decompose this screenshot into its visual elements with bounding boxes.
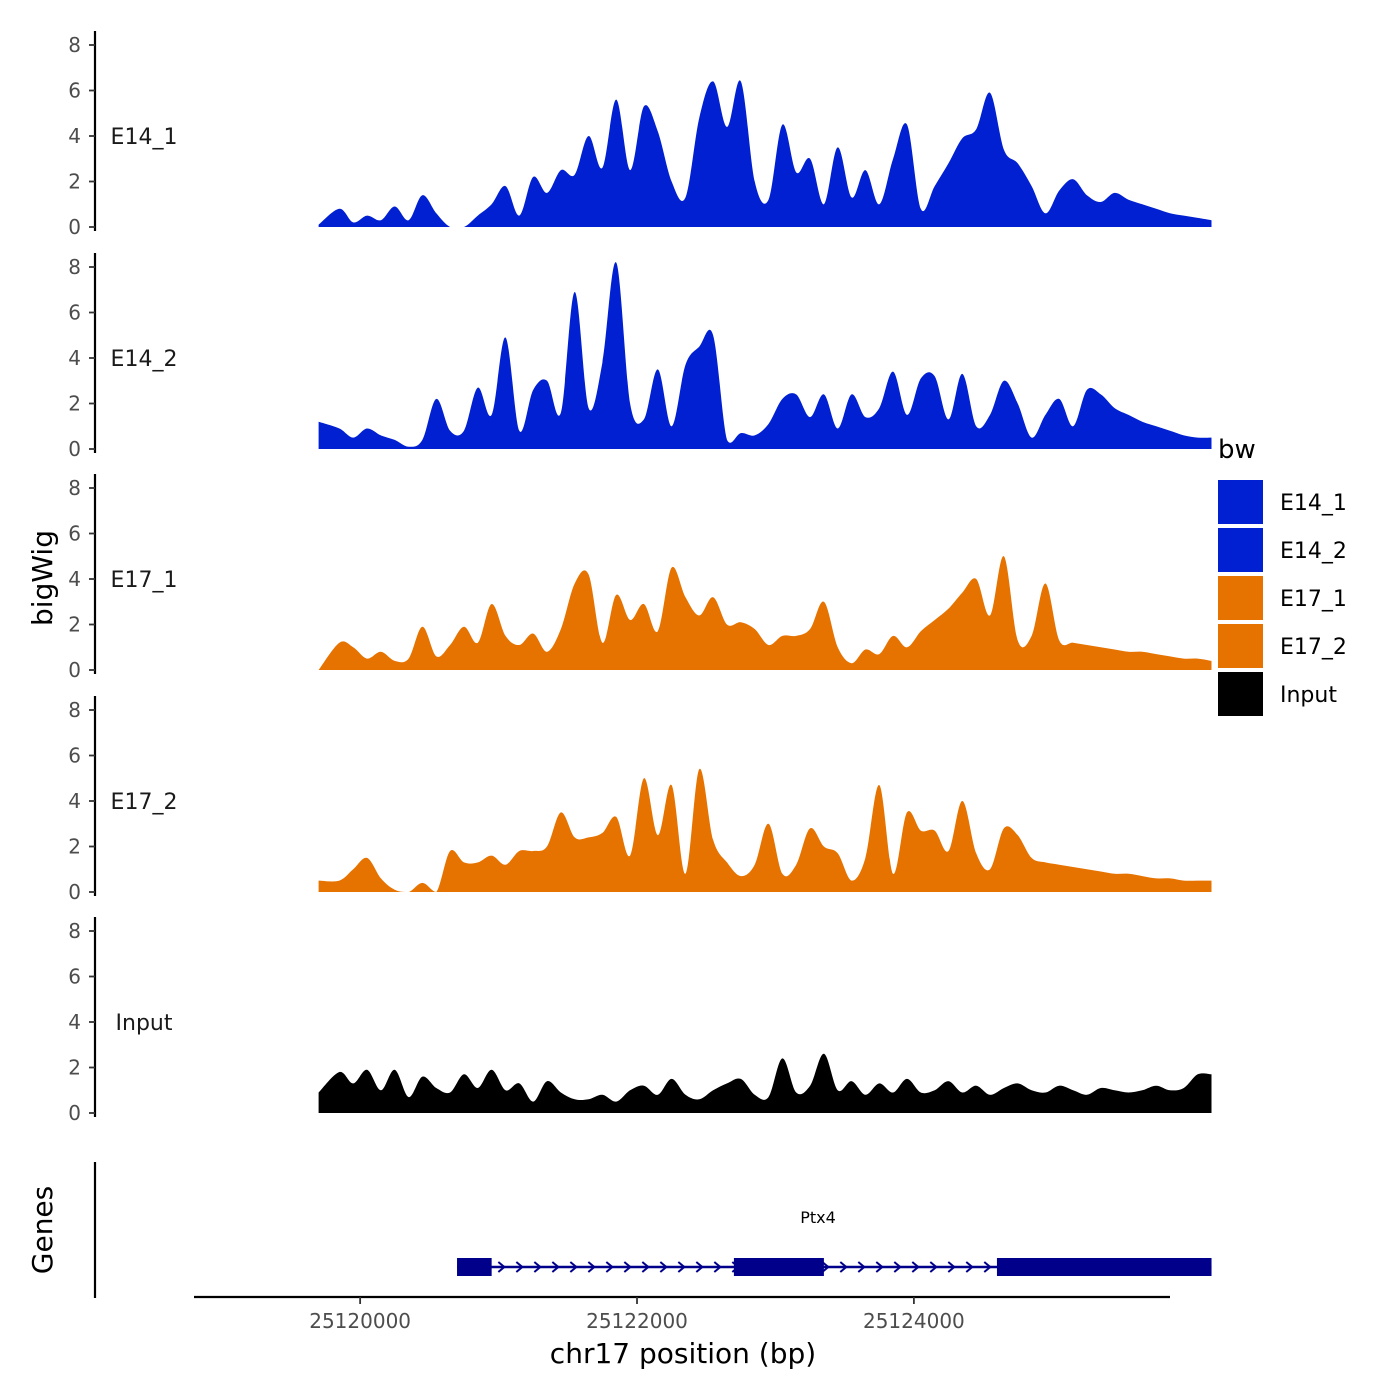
strand-arrow — [551, 1261, 560, 1273]
y-tick-label: 2 — [68, 170, 81, 194]
gene-exon — [457, 1258, 492, 1276]
y-tick-label: 4 — [68, 567, 81, 591]
strand-arrow — [623, 1261, 632, 1273]
y-tick-label: 6 — [68, 965, 81, 989]
strand-arrow — [605, 1261, 614, 1273]
x-tick-label: 25124000 — [863, 1309, 965, 1333]
x-tick-label: 25122000 — [586, 1309, 688, 1333]
strand-arrow — [911, 1261, 920, 1273]
y-tick-label: 6 — [68, 79, 81, 103]
strand-arrow — [533, 1261, 542, 1273]
strand-arrow — [515, 1261, 524, 1273]
y-tick-label: 4 — [68, 789, 81, 813]
signal-area-e14-1 — [318, 80, 1212, 227]
y-tick-label: 8 — [68, 33, 81, 57]
y-tick-label: 2 — [68, 613, 81, 637]
y-tick-label: 8 — [68, 919, 81, 943]
strand-arrow — [713, 1261, 722, 1273]
strand-arrow — [587, 1261, 596, 1273]
y-tick-label: 4 — [68, 346, 81, 370]
track-label: E14_1 — [111, 125, 178, 150]
legend-swatch-e14-1 — [1218, 480, 1263, 524]
strand-arrow — [641, 1261, 650, 1273]
strand-arrow — [695, 1261, 704, 1273]
track-label: E17_1 — [111, 568, 178, 593]
strand-arrow — [821, 1261, 830, 1273]
strand-arrow — [677, 1261, 686, 1273]
strand-arrow — [947, 1261, 956, 1273]
y-axis-title: bigWig — [26, 530, 59, 626]
strand-arrow — [983, 1261, 992, 1273]
y-tick-label: 6 — [68, 301, 81, 325]
gene-track-title: Genes — [26, 1186, 59, 1274]
y-tick-label: 4 — [68, 1010, 81, 1034]
gene-track: Ptx4 — [93, 1162, 1212, 1298]
signal-area-e17-1 — [318, 556, 1212, 670]
strand-arrow — [659, 1261, 668, 1273]
y-tick-label: 8 — [68, 476, 81, 500]
y-tick-label: 6 — [68, 744, 81, 768]
legend-swatch-input — [1218, 672, 1263, 716]
y-tick-label: 6 — [68, 522, 81, 546]
track-label: Input — [116, 1011, 173, 1036]
x-axis: 25120000 25122000 25124000 — [194, 1295, 1170, 1333]
legend-title: bw — [1218, 435, 1256, 465]
y-tick-label: 0 — [68, 215, 81, 239]
y-tick-label: 8 — [68, 255, 81, 279]
y-tick-label: 2 — [68, 835, 81, 859]
x-axis-title: chr17 position (bp) — [550, 1337, 816, 1370]
strand-arrow — [929, 1261, 938, 1273]
track-label: E17_2 — [111, 790, 178, 815]
legend-label-e17-2: E17_2 — [1280, 635, 1347, 660]
y-tick-label: 0 — [68, 437, 81, 461]
signal-tracks: 0 2 4 6 8 E14_1 0 2 4 6 8 E14_2 0 2 4 6 8 E17_1 0 2 4 6 8 E17_2… — [68, 31, 1212, 1125]
legend-swatch-e17-2 — [1218, 624, 1263, 668]
strand-arrow — [569, 1261, 578, 1273]
legend-swatch-e17-1 — [1218, 576, 1263, 620]
gene-exon — [733, 1258, 824, 1276]
strand-arrow — [965, 1261, 974, 1273]
y-tick-label: 0 — [68, 1101, 81, 1125]
track-e17-2: 0 2 4 6 8 E17_2 — [68, 696, 1212, 904]
y-tick-label: 8 — [68, 698, 81, 722]
strand-arrow — [857, 1261, 866, 1273]
track-e14-2: 0 2 4 6 8 E14_2 — [68, 253, 1212, 461]
track-label: E14_2 — [111, 347, 178, 372]
legend-swatch-e14-2 — [1218, 528, 1263, 572]
gene-name-label: Ptx4 — [800, 1208, 836, 1227]
legend-label-e17-1: E17_1 — [1280, 587, 1347, 612]
strand-arrow — [893, 1261, 902, 1273]
signal-area-input — [318, 1053, 1212, 1113]
legend: bw E14_1 E14_2 E17_1 E17_2 Input — [1218, 435, 1347, 716]
legend-label-input: Input — [1280, 683, 1337, 708]
legend-label-e14-1: E14_1 — [1280, 491, 1347, 516]
strand-arrow — [875, 1261, 884, 1273]
y-tick-label: 0 — [68, 880, 81, 904]
signal-area-e14-2 — [318, 262, 1212, 449]
legend-label-e14-2: E14_2 — [1280, 539, 1347, 564]
signal-area-e17-2 — [318, 768, 1212, 892]
x-tick-label: 25120000 — [309, 1309, 411, 1333]
strand-arrow — [839, 1261, 848, 1273]
y-tick-label: 2 — [68, 1056, 81, 1080]
track-e17-1: 0 2 4 6 8 E17_1 — [68, 474, 1212, 682]
gene-exon — [996, 1258, 1212, 1276]
track-e14-1: 0 2 4 6 8 E14_1 — [68, 31, 1212, 239]
y-tick-label: 4 — [68, 124, 81, 148]
y-tick-label: 2 — [68, 392, 81, 416]
strand-arrow — [497, 1261, 506, 1273]
y-tick-label: 0 — [68, 658, 81, 682]
track-input: 0 2 4 6 8 Input — [68, 917, 1212, 1125]
